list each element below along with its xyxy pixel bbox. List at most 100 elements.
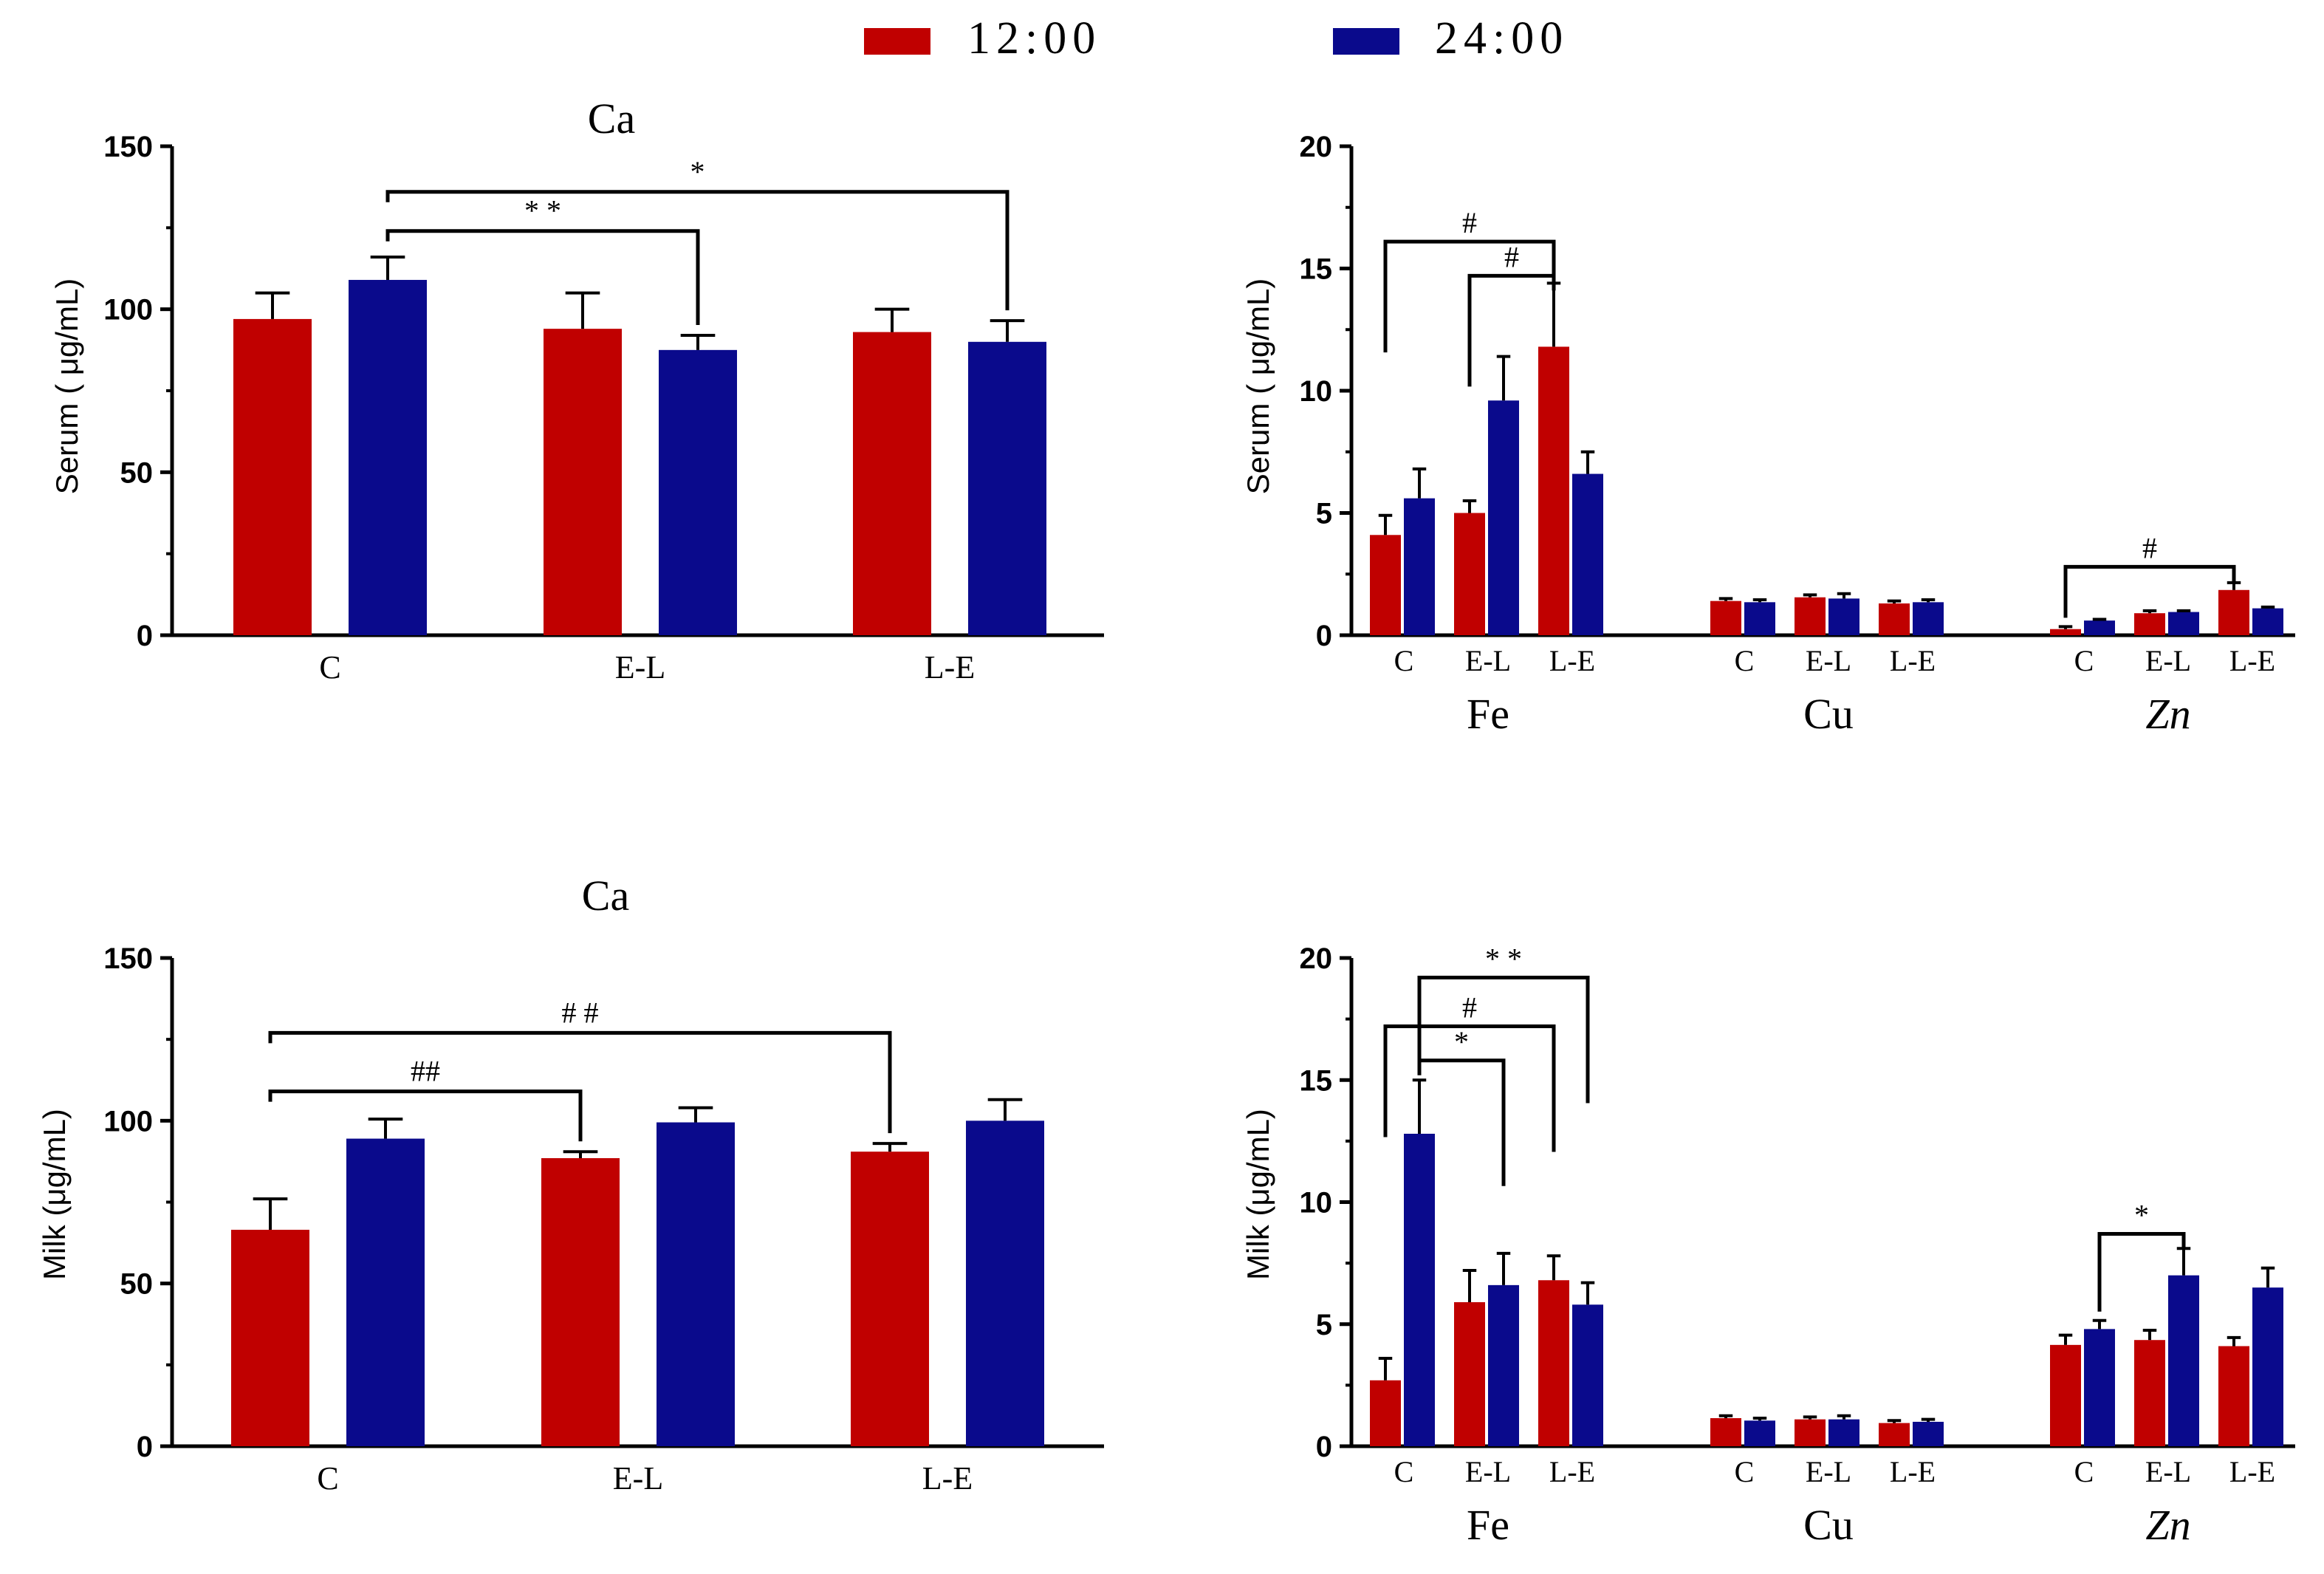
bar bbox=[2218, 1346, 2249, 1446]
significance-label: # # bbox=[562, 996, 599, 1029]
bar bbox=[2134, 1340, 2165, 1446]
bar bbox=[233, 318, 312, 635]
x-tick-label: C bbox=[2074, 1455, 2094, 1488]
bar bbox=[1538, 346, 1569, 635]
y-tick-label: 50 bbox=[120, 1268, 154, 1301]
significance-bracket bbox=[1383, 1024, 1556, 1152]
significance-bracket bbox=[385, 190, 1010, 311]
bar bbox=[346, 1138, 425, 1446]
bar bbox=[1879, 603, 1910, 635]
significance-label: # bbox=[1462, 206, 1477, 239]
bar bbox=[2050, 629, 2081, 635]
bar bbox=[1404, 498, 1435, 635]
significance-bracket bbox=[1383, 239, 1556, 353]
bar bbox=[1572, 473, 1603, 635]
significance-label: # bbox=[2142, 531, 2157, 564]
bar bbox=[1370, 535, 1401, 635]
significance-bracket bbox=[385, 229, 700, 325]
x-tick-label: C bbox=[1735, 644, 1755, 677]
panel-milk-ca: Ca Milk (μg/mL) 0 50 100 150 C E-L L-E # # ## bbox=[37, 872, 1104, 1496]
bar bbox=[2084, 620, 2115, 635]
element-label: Cu bbox=[1803, 690, 1854, 738]
bar bbox=[1488, 1284, 1519, 1446]
x-tick-label: L-E bbox=[1890, 1455, 1936, 1488]
significance-bracket bbox=[2063, 564, 2236, 618]
bar bbox=[1913, 602, 1944, 635]
y-tick-label: 0 bbox=[1316, 1431, 1332, 1463]
y-tick-label: 15 bbox=[1300, 1064, 1333, 1097]
y-tick-label: 20 bbox=[1300, 131, 1333, 163]
significance-label: * bbox=[690, 155, 705, 188]
bar bbox=[1454, 513, 1485, 635]
x-tick-label: E-L bbox=[615, 649, 665, 685]
y-tick-label: 0 bbox=[137, 1431, 153, 1463]
significance-bracket bbox=[1417, 975, 1590, 1103]
significance-label: * * bbox=[1485, 942, 1522, 975]
x-tick-label: C bbox=[1735, 1455, 1755, 1488]
bar bbox=[2168, 612, 2199, 635]
significance-label: ## bbox=[411, 1055, 440, 1088]
legend: 12:00 24:00 bbox=[864, 13, 1563, 64]
x-tick-label: E-L bbox=[1465, 644, 1511, 677]
bar bbox=[1828, 598, 1859, 635]
chart-title: Ca bbox=[582, 872, 629, 920]
y-tick-label: 5 bbox=[1316, 498, 1332, 530]
bar bbox=[1744, 602, 1775, 635]
x-tick-label: E-L bbox=[2145, 1455, 2191, 1488]
y-tick-label: 15 bbox=[1300, 253, 1333, 286]
significance-bracket bbox=[1417, 1058, 1506, 1186]
bar bbox=[1744, 1420, 1775, 1446]
significance-label: * * bbox=[524, 194, 561, 227]
x-tick-label: C bbox=[1394, 644, 1414, 677]
y-tick-label: 50 bbox=[120, 456, 154, 489]
panel-serum-trace: Serum ( μg/mL) 0 5 10 15 20 C E-L L-E Fe C E-L L-E C… bbox=[1241, 131, 2295, 738]
element-label: Zn bbox=[2145, 1501, 2190, 1549]
bar bbox=[966, 1120, 1044, 1446]
y-tick-label: 150 bbox=[103, 131, 153, 163]
x-tick-label: L-E bbox=[1549, 644, 1595, 677]
bar bbox=[349, 279, 427, 635]
x-tick-label: C bbox=[1394, 1455, 1414, 1488]
bar bbox=[1454, 1302, 1485, 1446]
bar bbox=[1710, 1417, 1741, 1446]
x-tick-label: L-E bbox=[1549, 1455, 1595, 1488]
x-tick-label: C bbox=[317, 1460, 338, 1496]
element-label: Cu bbox=[1803, 1501, 1854, 1549]
x-tick-label: L-E bbox=[925, 649, 975, 685]
legend-swatch-1200 bbox=[864, 28, 930, 55]
bar bbox=[1572, 1304, 1603, 1446]
x-tick-label: L-E bbox=[2229, 644, 2275, 677]
element-label: Fe bbox=[1467, 690, 1509, 738]
bar bbox=[2084, 1329, 2115, 1446]
bar bbox=[2050, 1344, 2081, 1446]
y-axis-label: Serum ( μg/mL) bbox=[1241, 278, 1275, 495]
x-tick-label: L-E bbox=[2229, 1455, 2275, 1488]
bar bbox=[1538, 1280, 1569, 1446]
bar bbox=[2134, 613, 2165, 635]
bar bbox=[544, 329, 622, 635]
panel-milk-trace: Milk (μg/mL) 0 5 10 15 20 C E-L L-E Fe C E-L L-E Cu C… bbox=[1241, 942, 2295, 1549]
bar bbox=[1795, 597, 1826, 635]
y-tick-label: 0 bbox=[1316, 620, 1332, 652]
significance-bracket bbox=[268, 1089, 583, 1142]
y-axis-label: Milk (μg/mL) bbox=[1241, 1109, 1275, 1280]
bar bbox=[1828, 1419, 1859, 1446]
bar bbox=[231, 1229, 309, 1446]
bar bbox=[2218, 589, 2249, 635]
significance-label: * bbox=[1454, 1025, 1469, 1058]
x-tick-label: E-L bbox=[1806, 644, 1851, 677]
bar bbox=[1913, 1421, 1944, 1446]
y-tick-label: 20 bbox=[1300, 942, 1333, 975]
bar bbox=[851, 1152, 929, 1446]
bar bbox=[659, 349, 737, 635]
bar bbox=[853, 332, 931, 635]
bar bbox=[2168, 1275, 2199, 1446]
x-tick-label: E-L bbox=[2145, 644, 2191, 677]
x-tick-label: E-L bbox=[1465, 1455, 1511, 1488]
y-tick-label: 100 bbox=[103, 1105, 153, 1137]
bar bbox=[1795, 1419, 1826, 1446]
bar bbox=[1710, 600, 1741, 635]
bar bbox=[968, 341, 1046, 635]
legend-label-1200: 12:00 bbox=[967, 13, 1101, 64]
